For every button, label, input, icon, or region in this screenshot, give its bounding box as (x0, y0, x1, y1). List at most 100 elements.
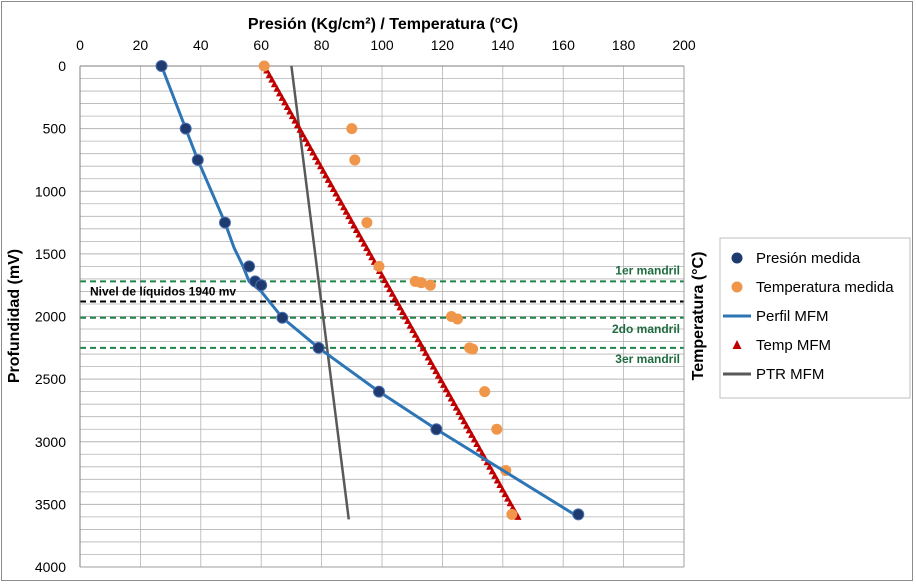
temp-mfm-marker (365, 248, 373, 256)
temp-mfm-marker (342, 207, 350, 215)
legend-marker (731, 281, 743, 293)
y-tick-label: 1500 (35, 246, 66, 262)
temp-mfm-marker (363, 244, 371, 252)
x-tick-label: 60 (253, 37, 269, 53)
temp-mfm-marker (465, 426, 473, 434)
legend: Presión medida Temperatura medida Perfil M… (719, 237, 911, 399)
temperatura-medida-point (479, 386, 491, 398)
temperatura-medida-point (415, 277, 427, 289)
temp-mfm-marker (334, 194, 343, 202)
temperatura-medida-point (491, 423, 503, 435)
y-tick-label: 2500 (35, 371, 66, 387)
x-tick-label: 0 (76, 37, 84, 53)
legend-label: Perfil MFM (756, 308, 829, 325)
x-tick-label: 140 (491, 37, 515, 53)
y-tick-label: 2000 (35, 309, 66, 325)
temp-mfm-marker (398, 307, 407, 315)
temp-mfm-marker (447, 394, 455, 402)
temp-mfm-marker (281, 98, 289, 106)
temp-mfm-marker (475, 444, 484, 452)
ptr-mfm-line (290, 65, 351, 520)
temp-mfm-marker (486, 462, 494, 470)
temp-mfm-marker (286, 107, 294, 115)
temp-mfm-marker (381, 276, 389, 284)
temp-mfm-marker (429, 362, 437, 370)
temperatura-medida-point (258, 60, 270, 72)
x-tick-label: 120 (431, 37, 455, 53)
reference-lines: 1er mandril Nivel de líquidos 1940 mv 2do … (80, 263, 684, 366)
temp-mfm-marker (437, 376, 445, 384)
temperatura-medida-point (424, 279, 436, 291)
temp-mfm-marker (460, 417, 468, 425)
y-tick-label: 1000 (35, 183, 66, 199)
y-axis-title: Profundidad (mV) (6, 249, 23, 383)
temperatura-medida-point (467, 343, 479, 355)
temp-mfm-marker (491, 471, 499, 479)
temp-mfm-marker (275, 89, 284, 97)
temp-mfm-marker (404, 317, 412, 325)
temp-mfm-marker (452, 403, 461, 411)
temp-mfm-marker (506, 499, 514, 507)
temp-mfm-marker (350, 221, 358, 229)
presion-medida-point (430, 423, 443, 436)
x-tick-label: 80 (314, 37, 330, 53)
temp-mfm-marker (401, 312, 409, 320)
temp-mfm-marker (424, 353, 432, 361)
temp-mfm-marker (304, 139, 312, 147)
temp-mfm-marker (393, 298, 402, 306)
temperatura-medida-point (361, 217, 373, 229)
legend-label: Temp MFM (756, 337, 831, 354)
temp-mfm-marker (322, 171, 330, 179)
temp-mfm-marker (439, 380, 448, 388)
reference-line-label: Nivel de líquidos 1940 mv (90, 284, 236, 298)
temperatura-medida-point (346, 123, 358, 135)
temp-mfm-marker (427, 358, 435, 366)
temp-mfm-marker (347, 216, 355, 224)
temp-mfm-marker (273, 84, 281, 92)
temp-mfm-marker (455, 408, 463, 416)
temp-mfm-marker (504, 494, 512, 502)
presion-medida-point (218, 216, 231, 229)
temp-mfm-marker (288, 112, 297, 120)
temperatura-medida-point (373, 260, 385, 272)
reference-line-label: 1er mandril (615, 263, 680, 277)
temperatura-medida-point (506, 508, 518, 520)
temp-mfm-marker (442, 385, 450, 393)
legend-marker (732, 340, 742, 349)
temp-mfm-marker (337, 198, 345, 206)
temp-mfm-marker (493, 476, 502, 484)
temp-mfm-marker (391, 294, 399, 302)
temp-mfm-marker (357, 235, 366, 243)
grid-layer (79, 65, 685, 568)
temp-mfm-marker (488, 467, 496, 475)
temp-mfm-marker (327, 180, 335, 188)
temp-mfm-marker (406, 321, 414, 329)
temp-mfm-marker (422, 348, 430, 356)
right-axis-title: Temperatura (°C) (690, 252, 707, 381)
presion-medida-point (243, 260, 256, 273)
temp-mfm-marker (278, 93, 286, 101)
temp-mfm-marker (378, 271, 386, 279)
presion-medida-point (179, 122, 192, 135)
temp-mfm-marker (514, 512, 522, 520)
y-tick-label: 4000 (35, 559, 66, 575)
y-tick-label: 500 (43, 121, 67, 137)
x-tick-label: 160 (552, 37, 576, 53)
temp-mfm-marker (445, 389, 453, 397)
temp-mfm-marker (498, 485, 507, 493)
top-axis-title: Presión (Kg/cm²) / Temperatura (°C) (248, 16, 518, 33)
temperatura-medida-point (452, 313, 463, 325)
y-tick-label: 3500 (35, 496, 66, 512)
temp-mfm-marker (299, 130, 307, 138)
x-tick-label: 200 (672, 37, 696, 53)
temperatura-medida-point (349, 154, 361, 166)
series-layer (155, 60, 585, 521)
temp-mfm-marker (301, 134, 309, 142)
temp-mfm-marker (311, 153, 320, 161)
legend-label: Presión medida (756, 250, 861, 267)
temp-mfm-marker (470, 435, 478, 443)
temp-mfm-marker (265, 71, 273, 79)
legend-label: PTR MFM (756, 366, 824, 383)
temp-mfm-marker (478, 449, 486, 457)
